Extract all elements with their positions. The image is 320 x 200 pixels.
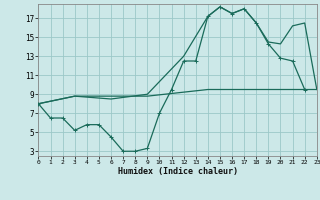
X-axis label: Humidex (Indice chaleur): Humidex (Indice chaleur) (118, 167, 238, 176)
